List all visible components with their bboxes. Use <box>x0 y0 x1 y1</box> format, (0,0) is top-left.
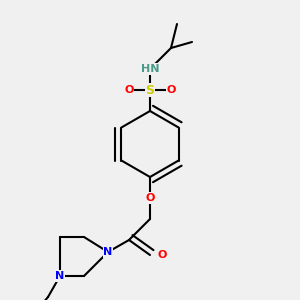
Text: O: O <box>157 250 167 260</box>
Text: O: O <box>124 85 134 95</box>
Text: N: N <box>56 271 64 281</box>
Text: S: S <box>146 83 154 97</box>
Text: O: O <box>145 193 155 203</box>
Text: HN: HN <box>141 64 159 74</box>
Text: N: N <box>103 247 112 257</box>
Text: O: O <box>166 85 176 95</box>
